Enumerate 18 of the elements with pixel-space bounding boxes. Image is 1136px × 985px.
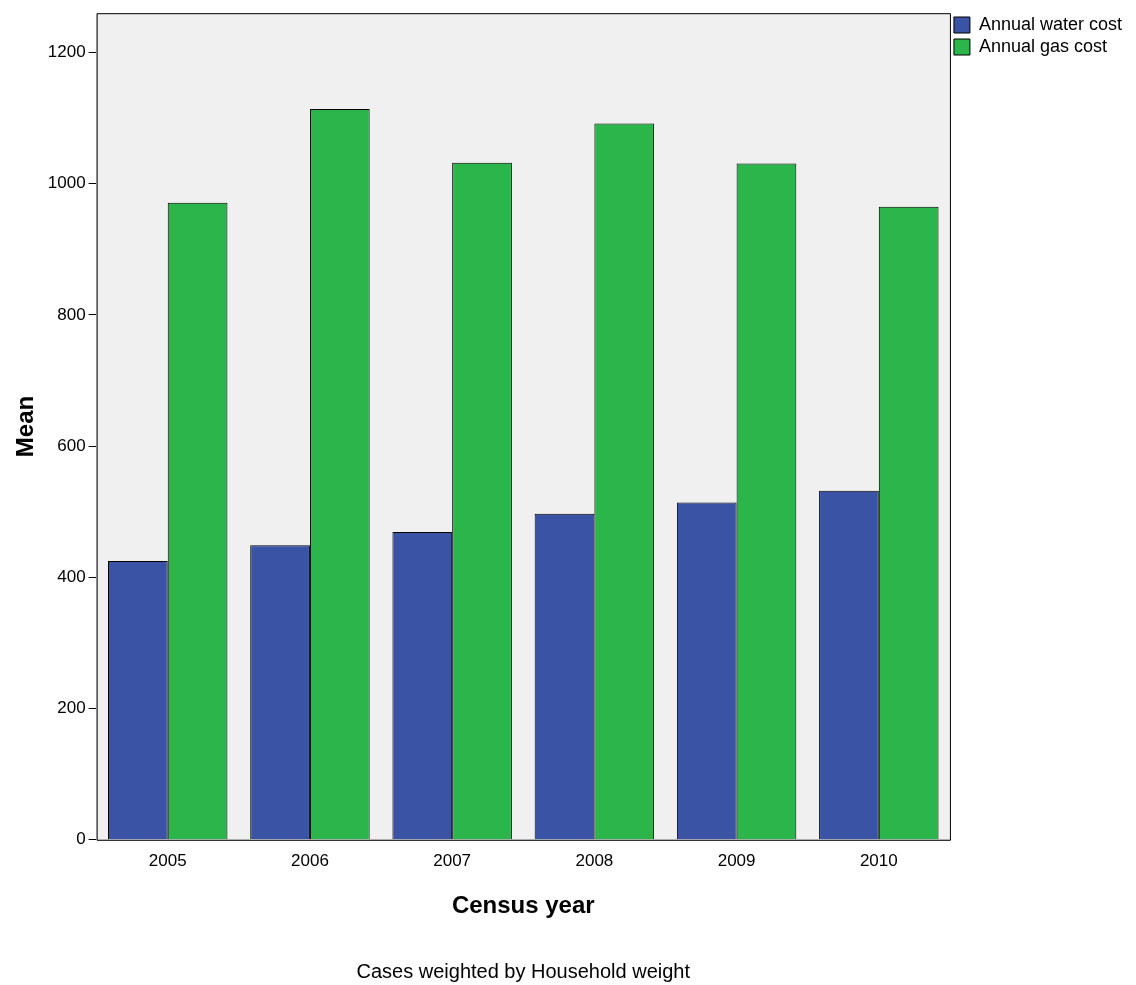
legend-label: Annual gas cost (978, 35, 1108, 56)
y-tick-label: 800 (57, 304, 86, 324)
y-tick-label: 1200 (47, 42, 86, 62)
y-tick-label: 0 (76, 829, 86, 849)
y-axis-title: Mean (11, 395, 39, 458)
x-tick-label: 2006 (291, 850, 329, 870)
x-tick-label: 2009 (717, 850, 756, 870)
x-tick-label: 2007 (433, 850, 472, 870)
x-axis-title: Census year (451, 891, 595, 919)
text: Cases weighted by Household weight (356, 960, 691, 982)
legend-label: Annual water cost (978, 13, 1122, 34)
y-tick-label: 400 (57, 567, 86, 587)
y-tick-label: 200 (57, 698, 86, 718)
x-tick-label: 2008 (575, 850, 614, 870)
y-tick-label: 1000 (47, 173, 86, 193)
x-tick-label: 2005 (148, 850, 187, 870)
y-tick-label: 600 (57, 435, 86, 455)
x-tick-label: 2010 (859, 850, 898, 870)
